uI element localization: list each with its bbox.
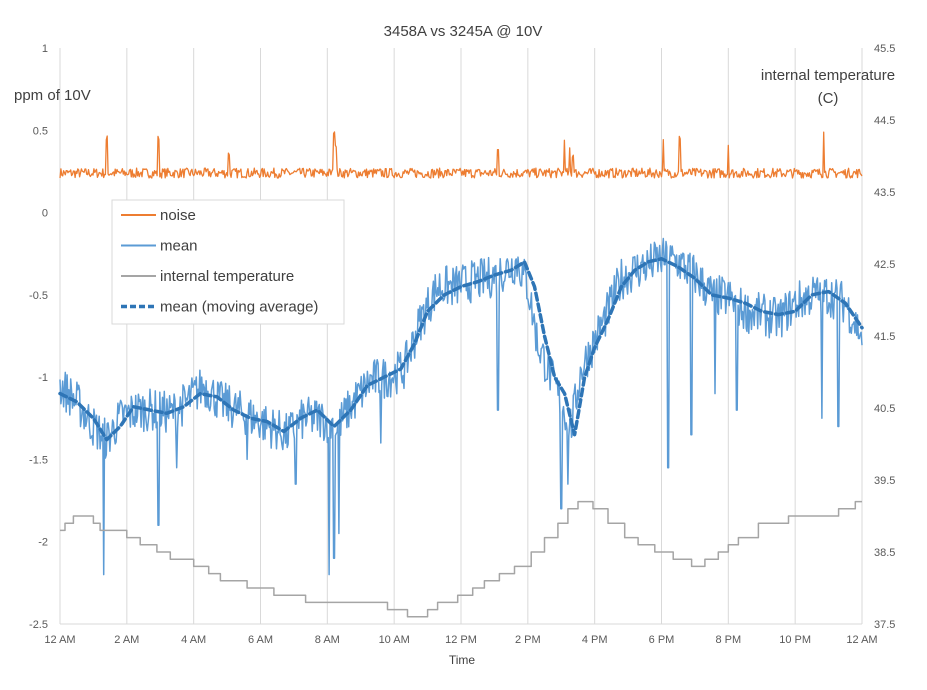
x-tick-label: 6 PM	[649, 634, 675, 646]
x-tick-label: 12 AM	[846, 634, 877, 646]
y-tick-label: 1	[42, 43, 48, 55]
series-internal-temperature	[60, 500, 862, 618]
y2-tick-label: 43.5	[874, 187, 895, 199]
y2-axis-title-line1: internal temperature	[761, 67, 895, 84]
x-tick-label: 4 AM	[181, 634, 206, 646]
legend-label-internal-temperature: internal temperature	[160, 268, 294, 285]
y-tick-label: -2	[38, 537, 48, 549]
y2-tick-label: 41.5	[874, 331, 895, 343]
x-tick-label: 12 PM	[445, 634, 477, 646]
x-tick-label: 10 AM	[379, 634, 410, 646]
x-tick-label: 8 AM	[315, 634, 340, 646]
x-tick-label: 2 AM	[114, 634, 139, 646]
legend-label-mean: mean	[160, 238, 198, 255]
y2-tick-label: 39.5	[874, 475, 895, 487]
y-tick-label: -1.5	[29, 454, 48, 466]
y2-tick-label: 42.5	[874, 259, 895, 271]
y-tick-label: -1	[38, 372, 48, 384]
y-tick-label: 0.5	[33, 125, 48, 137]
y2-tick-label: 44.5	[874, 115, 895, 127]
x-tick-label: 10 PM	[779, 634, 811, 646]
plot-series	[58, 131, 864, 618]
x-tick-label: 6 AM	[248, 634, 273, 646]
y-tick-label: -0.5	[29, 290, 48, 302]
x-axis-title: Time	[449, 653, 476, 667]
series-noise	[59, 131, 863, 179]
y2-tick-label: 37.5	[874, 619, 895, 631]
chart-title: 3458A vs 3245A @ 10V	[384, 23, 543, 40]
y-axis-title: ppm of 10V	[14, 87, 91, 104]
series-mean-moving-average-	[58, 256, 864, 442]
legend-label-noise: noise	[160, 207, 196, 224]
series-mean	[59, 237, 863, 576]
legend-box	[111, 199, 345, 325]
y-tick-label: -2.5	[29, 619, 48, 631]
x-tick-label: 2 PM	[515, 634, 541, 646]
x-tick-label: 12 AM	[44, 634, 75, 646]
y2-tick-label: 38.5	[874, 547, 895, 559]
axes: 12 AM 2 AM 4 AM 6 AM 8 AM 10 AM 12 PM 2 PM 4 PM 6…	[29, 43, 895, 646]
legend: noise mean internal temperature mean (movin…	[111, 199, 345, 325]
y-tick-label: 0	[42, 208, 48, 220]
legend-label-mean-moving-average-: mean (moving average)	[160, 299, 318, 316]
y2-axis-title-line2: (C)	[818, 90, 839, 107]
x-tick-label: 8 PM	[715, 634, 741, 646]
y2-tick-label: 40.5	[874, 403, 895, 415]
x-tick-label: 4 PM	[582, 634, 608, 646]
y2-tick-label: 45.5	[874, 43, 895, 55]
